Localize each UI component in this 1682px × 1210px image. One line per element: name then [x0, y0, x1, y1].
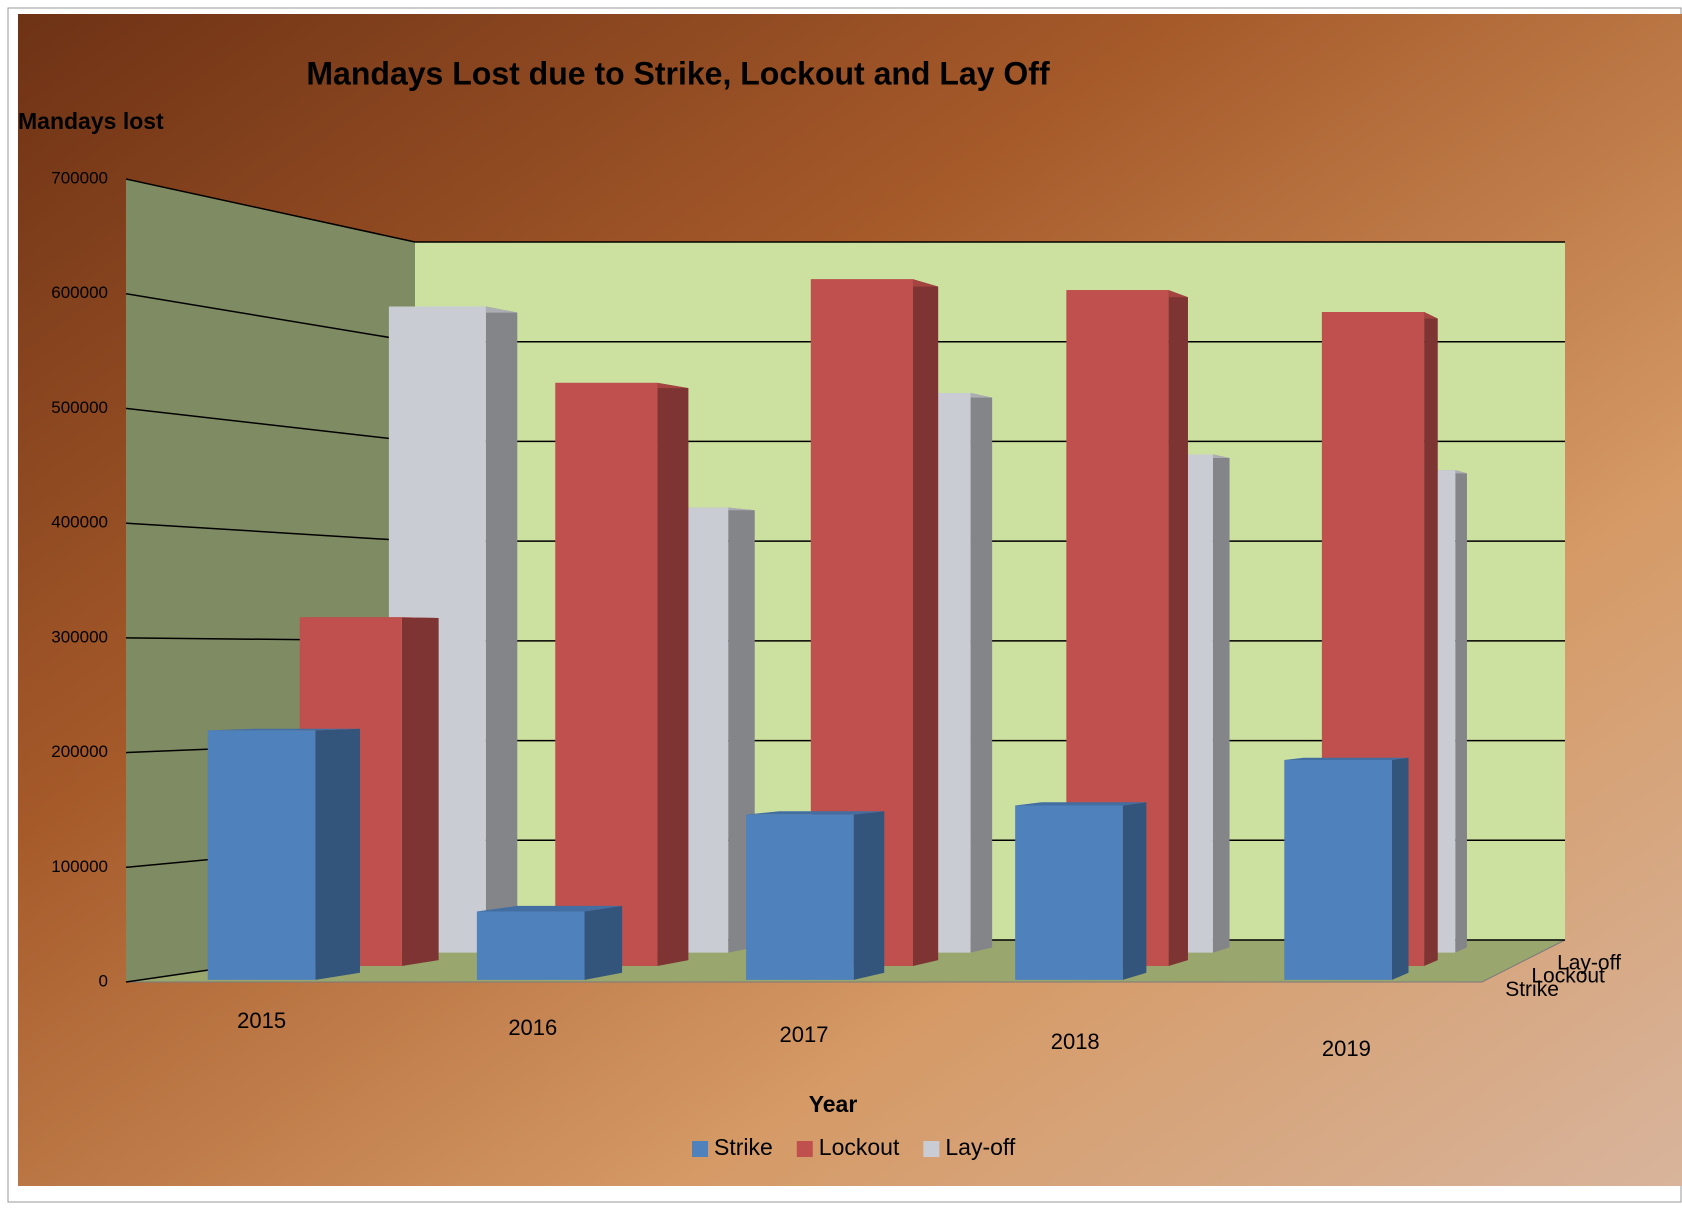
bar: [746, 814, 854, 980]
bar-side: [1212, 454, 1230, 953]
bar-top: [1015, 802, 1147, 806]
y-tick-label: 0: [99, 971, 108, 990]
legend-label: Lockout: [819, 1134, 900, 1160]
bar: [476, 911, 585, 980]
grid-line: [125, 178, 416, 243]
bar-side: [853, 811, 885, 980]
bar-side: [1122, 802, 1147, 980]
grid-line: [125, 407, 416, 443]
x-tick-label: 2017: [780, 1022, 829, 1047]
legend-label: Lay-off: [945, 1134, 1016, 1160]
x-tick-label: 2019: [1322, 1036, 1371, 1061]
bar-side: [315, 728, 360, 980]
depth-label: Lockout: [1531, 965, 1605, 988]
bar-top: [746, 811, 885, 815]
bar-side: [913, 279, 939, 967]
bar-side: [1455, 470, 1467, 953]
x-tick-label: 2018: [1051, 1029, 1100, 1054]
y-tick-label: 700000: [51, 168, 108, 187]
grid-line: [125, 292, 416, 343]
bar-side: [485, 306, 518, 953]
x-tick-label: 2015: [237, 1008, 286, 1033]
bar-side: [1168, 290, 1188, 967]
bar: [555, 382, 658, 967]
grid-line: [125, 522, 416, 542]
bar-side: [970, 392, 993, 953]
y-tick-label: 200000: [51, 742, 108, 761]
chart-title: Mandays Lost due to Strike, Lockout and …: [306, 55, 1050, 91]
bar: [810, 279, 914, 967]
bar-side: [1391, 757, 1409, 980]
bar: [1066, 290, 1169, 967]
legend-swatch: [796, 1141, 813, 1157]
bar-side: [401, 617, 439, 967]
y-tick-label: 100000: [51, 857, 108, 876]
x-tick-label: 2016: [508, 1015, 557, 1040]
bar-side: [1424, 311, 1438, 967]
legend-swatch: [923, 1141, 940, 1157]
bar-side: [657, 382, 689, 967]
depth-label: Lay-off: [1557, 952, 1621, 975]
bar: [207, 730, 316, 980]
bar-top: [1284, 757, 1409, 760]
legend-label: Strike: [714, 1134, 773, 1160]
bar: [1284, 759, 1392, 980]
bar-top: [476, 905, 623, 912]
bar-side: [584, 905, 623, 980]
legend-swatch: [692, 1141, 708, 1157]
bar: [1015, 805, 1123, 980]
y-tick-label: 600000: [51, 283, 108, 302]
x-axis-title: Year: [809, 1091, 858, 1117]
y-tick-label: 300000: [51, 627, 108, 646]
y-axis-title: Mandays lost: [18, 108, 164, 134]
depth-label: Strike: [1505, 978, 1559, 1001]
y-tick-label: 400000: [51, 513, 108, 532]
y-tick-label: 500000: [51, 398, 108, 417]
bar-top: [207, 728, 360, 731]
